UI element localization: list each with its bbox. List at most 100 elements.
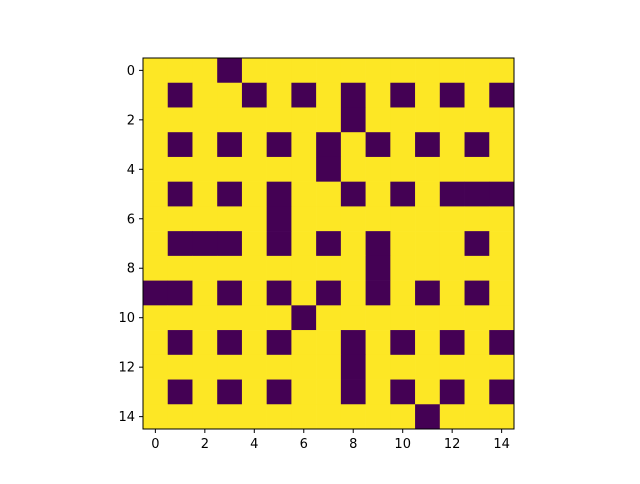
heatmap-cell (168, 182, 193, 207)
heatmap-cell (366, 182, 391, 207)
heatmap-cell (489, 305, 514, 330)
heatmap-cell (465, 206, 490, 231)
heatmap-cell (192, 231, 217, 256)
heatmap-cell (143, 281, 168, 306)
heatmap-cell (291, 107, 316, 132)
heatmap-cell (415, 157, 440, 182)
x-tick-label: 0 (151, 437, 159, 452)
heatmap-cell (217, 83, 242, 108)
heatmap-cell (415, 107, 440, 132)
heatmap-cell (390, 330, 415, 355)
x-tick-label: 6 (300, 437, 308, 452)
heatmap-cell (316, 231, 341, 256)
heatmap-cell (341, 330, 366, 355)
heatmap-cell (168, 281, 193, 306)
x-tick-label: 8 (349, 437, 357, 452)
heatmap-cell (390, 231, 415, 256)
heatmap-cell (267, 182, 292, 207)
heatmap-cell (366, 58, 391, 83)
heatmap-cell (217, 157, 242, 182)
heatmap-cell (316, 83, 341, 108)
heatmap-cell (192, 281, 217, 306)
heatmap-cell (192, 206, 217, 231)
heatmap-cell (242, 305, 267, 330)
heatmap-cell (390, 380, 415, 405)
heatmap-cell (316, 305, 341, 330)
heatmap-cell (366, 83, 391, 108)
heatmap-cell (242, 355, 267, 380)
heatmap-cell (440, 58, 465, 83)
heatmap-cell (242, 206, 267, 231)
heatmap-cell (390, 107, 415, 132)
heatmap-cell (267, 107, 292, 132)
heatmap-cell (465, 404, 490, 429)
heatmap-cell (291, 404, 316, 429)
heatmap-cell (217, 107, 242, 132)
heatmap-cell (316, 256, 341, 281)
heatmap-cell (415, 380, 440, 405)
heatmap-cell (242, 157, 267, 182)
heatmap-cell (168, 380, 193, 405)
heatmap-cell (242, 107, 267, 132)
heatmap-cell (465, 231, 490, 256)
heatmap-cell (316, 281, 341, 306)
heatmap-cell (390, 58, 415, 83)
heatmap-cell (242, 58, 267, 83)
heatmap-cell (217, 404, 242, 429)
heatmap-cell (267, 157, 292, 182)
heatmap-cell (217, 231, 242, 256)
heatmap-cell (415, 182, 440, 207)
heatmap-cell (415, 305, 440, 330)
heatmap-cell (440, 107, 465, 132)
heatmap-cell (168, 157, 193, 182)
heatmap-cell (489, 281, 514, 306)
heatmap-cell (366, 231, 391, 256)
heatmap-cell (316, 107, 341, 132)
heatmap-cell (267, 206, 292, 231)
heatmap-cell (440, 404, 465, 429)
x-tick-label: 12 (444, 437, 461, 452)
heatmap-cell (390, 206, 415, 231)
heatmap-cell (415, 231, 440, 256)
heatmap-cell (291, 231, 316, 256)
heatmap-cell (291, 157, 316, 182)
heatmap-cell (192, 256, 217, 281)
heatmap-cell (489, 231, 514, 256)
heatmap-cell (440, 182, 465, 207)
heatmap-cell (415, 132, 440, 157)
heatmap-cell (489, 330, 514, 355)
heatmap-cell (143, 330, 168, 355)
heatmap-cell (341, 132, 366, 157)
heatmap-cell (390, 256, 415, 281)
heatmap-cell (291, 305, 316, 330)
heatmap-cell (341, 305, 366, 330)
heatmap-cell (143, 83, 168, 108)
heatmap-cell (316, 206, 341, 231)
heatmap-cell (217, 256, 242, 281)
heatmap-cell (143, 206, 168, 231)
heatmap-cell (316, 380, 341, 405)
heatmap-cell (192, 380, 217, 405)
heatmap-cell (440, 281, 465, 306)
heatmap-cell (489, 355, 514, 380)
heatmap-cell (366, 157, 391, 182)
heatmap-cell (192, 305, 217, 330)
y-tick-label: 14 (118, 410, 135, 425)
y-tick-label: 10 (118, 311, 135, 326)
heatmap-cell (465, 355, 490, 380)
heatmap-cell (267, 256, 292, 281)
heatmap-cell (366, 281, 391, 306)
heatmap-cell (415, 206, 440, 231)
heatmap-cell (366, 256, 391, 281)
heatmap-cells (143, 58, 514, 429)
heatmap-cell (366, 355, 391, 380)
heatmap-cell (440, 83, 465, 108)
heatmap-cell (143, 231, 168, 256)
heatmap-cell (465, 83, 490, 108)
heatmap-cell (143, 157, 168, 182)
heatmap-cell (440, 132, 465, 157)
heatmap-cell (440, 157, 465, 182)
heatmap-cell (242, 182, 267, 207)
